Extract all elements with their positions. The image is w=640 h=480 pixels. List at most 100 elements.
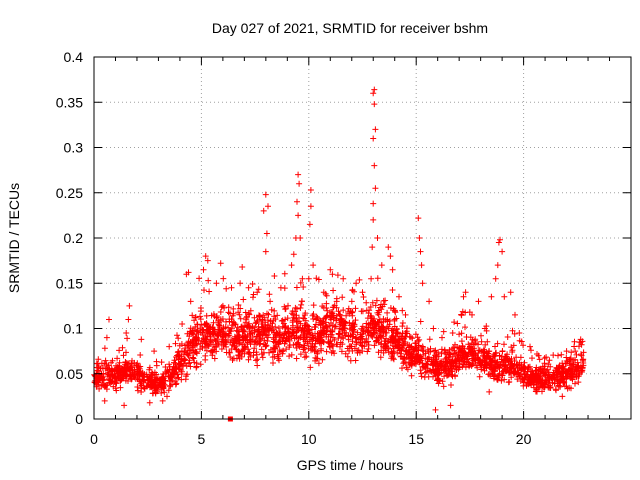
data-point xyxy=(349,338,356,345)
data-point xyxy=(532,388,539,395)
data-point xyxy=(318,347,325,354)
data-point xyxy=(253,349,260,356)
data-point xyxy=(558,351,565,358)
data-point xyxy=(545,374,551,381)
data-point xyxy=(186,343,193,349)
data-point xyxy=(550,372,557,378)
data-point xyxy=(380,343,387,350)
data-point xyxy=(416,336,423,343)
data-point xyxy=(275,325,282,332)
data-point xyxy=(175,356,182,363)
data-point xyxy=(270,317,277,324)
data-point xyxy=(310,262,317,269)
data-point xyxy=(484,338,491,345)
data-point xyxy=(178,341,185,347)
axis-ticks xyxy=(93,56,631,420)
data-point xyxy=(578,351,584,358)
data-point xyxy=(295,212,302,219)
data-point xyxy=(547,363,554,370)
data-point xyxy=(398,346,405,353)
data-point xyxy=(563,360,570,367)
data-point xyxy=(464,353,471,360)
data-point xyxy=(209,352,216,359)
data-point xyxy=(149,383,156,390)
data-point xyxy=(380,326,387,333)
data-point xyxy=(124,335,131,342)
data-point xyxy=(116,347,123,354)
data-point xyxy=(265,203,271,210)
data-point xyxy=(563,354,570,361)
data-point xyxy=(465,359,472,366)
data-point xyxy=(101,345,108,352)
data-point xyxy=(240,328,247,335)
data-point xyxy=(210,319,217,326)
data-point xyxy=(310,316,317,322)
data-point xyxy=(146,366,153,373)
data-point xyxy=(376,316,383,323)
data-point xyxy=(189,354,196,361)
data-point xyxy=(480,348,487,355)
data-point xyxy=(399,320,406,326)
data-point xyxy=(453,357,460,364)
data-point xyxy=(360,294,367,300)
data-point xyxy=(365,345,372,352)
x-axis-label: GPS time / hours xyxy=(297,457,404,473)
data-point xyxy=(238,348,245,355)
data-point xyxy=(297,279,304,286)
data-point xyxy=(327,314,334,321)
data-point xyxy=(320,318,327,325)
data-point xyxy=(296,343,303,350)
data-point xyxy=(537,365,544,372)
data-point xyxy=(223,343,230,350)
data-point xyxy=(209,324,216,331)
data-point xyxy=(499,248,506,255)
data-point xyxy=(245,284,252,291)
data-point xyxy=(257,336,264,343)
data-point xyxy=(186,333,193,340)
data-point xyxy=(573,351,580,358)
data-point xyxy=(560,379,567,386)
data-point xyxy=(256,314,263,320)
data-point xyxy=(541,355,548,362)
data-point xyxy=(568,385,574,392)
data-point xyxy=(339,327,346,334)
data-point xyxy=(400,356,407,363)
data-point xyxy=(269,354,276,361)
data-point xyxy=(314,335,321,342)
data-point xyxy=(150,379,157,386)
data-point xyxy=(523,382,530,389)
data-point xyxy=(281,270,288,277)
data-point xyxy=(393,325,400,332)
data-point xyxy=(453,367,460,373)
data-point xyxy=(326,322,333,329)
data-point xyxy=(293,341,300,347)
data-point xyxy=(389,350,396,357)
data-point xyxy=(151,348,158,355)
data-point xyxy=(397,350,404,357)
data-point xyxy=(388,348,395,355)
data-point xyxy=(372,185,379,192)
data-point xyxy=(340,307,347,314)
data-point xyxy=(175,335,182,342)
data-point xyxy=(402,339,409,345)
data-point xyxy=(443,354,450,361)
data-point xyxy=(169,381,175,388)
data-point xyxy=(185,339,192,346)
data-point xyxy=(247,336,254,343)
data-point xyxy=(298,298,305,305)
data-point xyxy=(520,364,527,371)
data-point xyxy=(402,333,409,340)
data-point xyxy=(312,340,319,347)
data-point xyxy=(438,359,445,366)
data-point xyxy=(371,86,378,93)
data-point xyxy=(377,333,384,340)
data-point xyxy=(211,355,218,362)
data-point xyxy=(298,301,305,308)
data-point xyxy=(96,375,103,382)
data-point xyxy=(230,319,237,326)
data-point xyxy=(384,323,391,330)
data-point xyxy=(418,370,425,377)
data-point xyxy=(362,328,369,335)
data-point xyxy=(251,324,258,331)
data-point xyxy=(190,355,197,362)
